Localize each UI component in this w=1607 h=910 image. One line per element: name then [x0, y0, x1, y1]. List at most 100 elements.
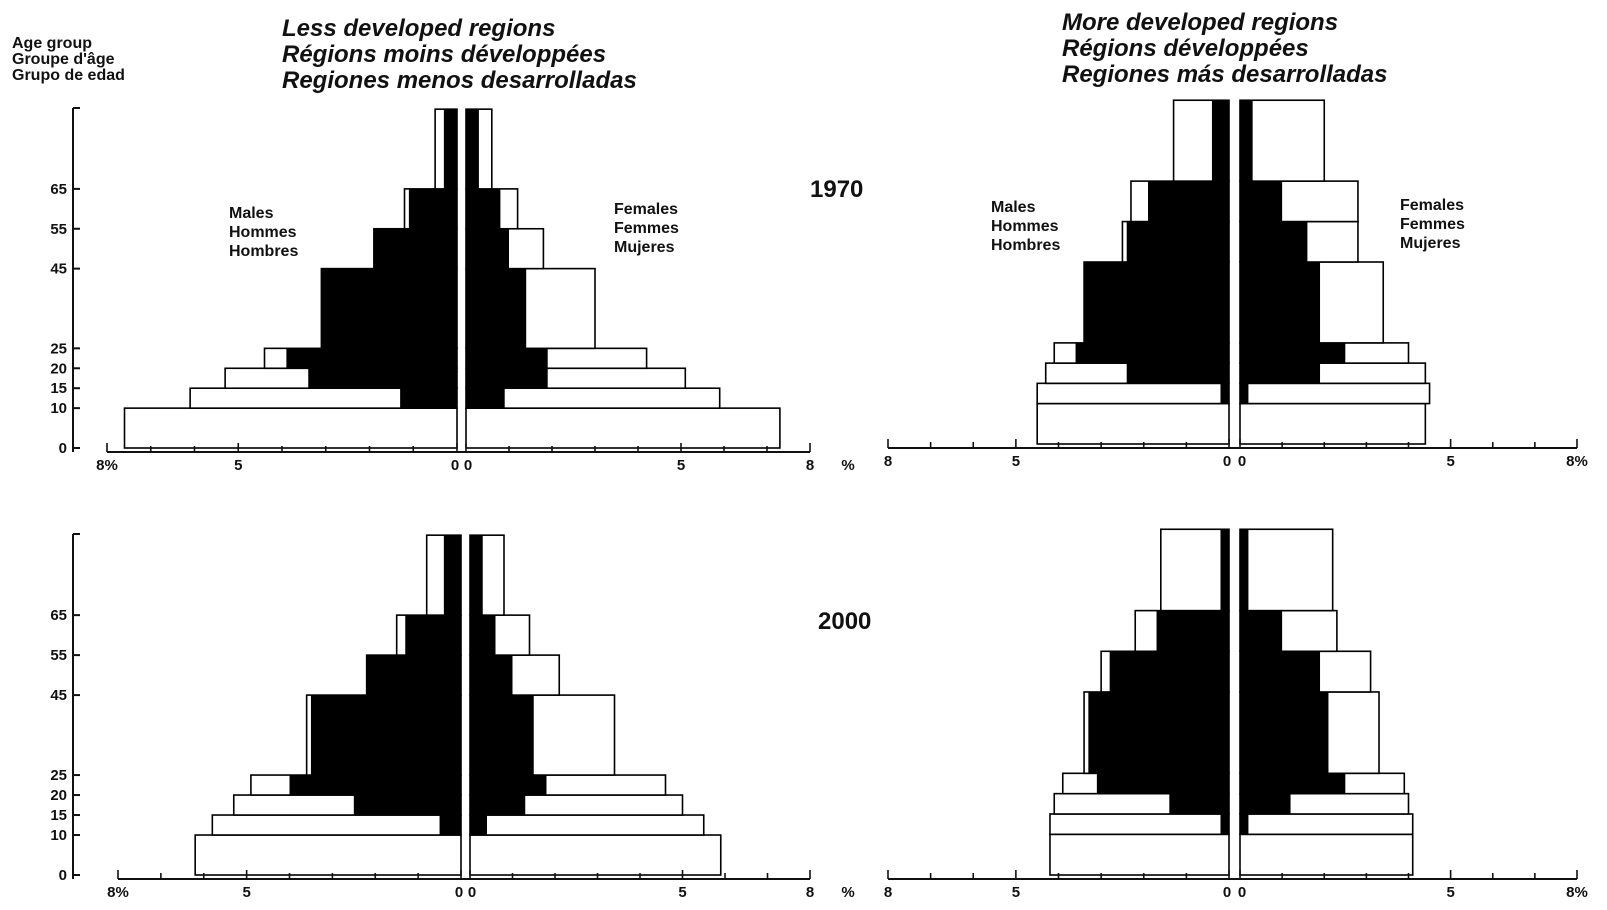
female-bar [469, 834, 722, 876]
age-tick-label: 20 [50, 787, 67, 804]
female-filled-bar [1240, 100, 1253, 182]
age-tick-label: 65 [50, 607, 67, 624]
female-filled-bar [1240, 813, 1249, 835]
male-filled-bar [1126, 221, 1229, 263]
less-developed-title-en: Less developed regions [282, 15, 556, 42]
female-filled-bar [466, 268, 527, 349]
female-filled-bar [466, 188, 501, 229]
x-tick-label: 5 [242, 884, 250, 901]
female-filled-bar [466, 368, 548, 389]
female-filled-bar [1240, 342, 1346, 364]
males-label-more: Males Hommes Hombres [991, 198, 1060, 255]
age-tick-label: 15 [50, 380, 67, 397]
age-tick-label: 45 [50, 261, 67, 278]
less-developed-title-fr: Régions moins développées [282, 41, 607, 68]
female-filled-bar [1240, 363, 1321, 384]
x-tick-label: 8 [884, 884, 892, 901]
male-filled-bar [1109, 651, 1229, 692]
female-filled-bar [470, 795, 526, 816]
male-filled-bar [308, 368, 457, 389]
males-label-en: Males [991, 199, 1036, 216]
less-developed-title-es: Regiones menos desarrolladas [282, 67, 637, 94]
female-filled-bar [1240, 610, 1283, 652]
age-tick-label: 45 [50, 687, 67, 704]
female-filled-bar [1240, 773, 1346, 794]
age-axis-title-en: Age group [12, 35, 92, 52]
male-bar [194, 834, 462, 876]
x-tick-label: 0 [1223, 453, 1231, 470]
male-filled-bar [1096, 773, 1229, 794]
age-tick-label: 25 [50, 767, 67, 784]
age-tick-label: 65 [50, 181, 67, 198]
x-tick-label: 8% [107, 884, 129, 901]
male-filled-bar [373, 228, 457, 269]
female-bar [469, 814, 705, 836]
female-bar [1239, 382, 1431, 405]
x-tick-label: 8% [96, 457, 118, 474]
males-label-fr: Hommes [991, 218, 1059, 235]
female-bar [1239, 528, 1334, 612]
male-bar [1049, 813, 1230, 836]
male-filled-bar [1148, 181, 1229, 222]
female-filled-bar [1240, 221, 1308, 263]
female-filled-bar [1240, 383, 1249, 404]
age-tick-label: 55 [50, 647, 67, 664]
female-filled-bar [470, 775, 547, 796]
male-filled-bar [1084, 262, 1229, 343]
age-axis-title-es: Grupo de edad [12, 67, 125, 84]
male-filled-bar [400, 388, 457, 409]
female-filled-bar [1240, 262, 1321, 343]
x-tick-label: 0 [1223, 884, 1231, 901]
x-unit-label: % [841, 457, 854, 474]
male-bar [1160, 528, 1230, 612]
females-label-less: Females Femmes Mujeres [614, 200, 679, 257]
females-label-fr: Femmes [614, 220, 679, 237]
female-bar [1239, 99, 1326, 182]
female-filled-bar [470, 695, 534, 776]
males-label-es: Hombres [991, 237, 1061, 254]
x-tick-label: 8 [806, 457, 814, 474]
x-tick-label: 0 [455, 884, 463, 901]
female-filled-bar [1240, 691, 1329, 774]
year-label-1970: 1970 [810, 176, 864, 203]
x-tick-label: 8 [884, 453, 892, 470]
male-filled-bar [1211, 100, 1229, 182]
male-filled-bar [1088, 691, 1229, 774]
male-filled-bar [1169, 793, 1229, 814]
female-filled-bar [470, 815, 487, 836]
male-bar [1036, 402, 1230, 445]
female-filled-bar [470, 615, 496, 656]
male-bar [1036, 382, 1230, 405]
male-filled-bar [366, 655, 461, 696]
age-tick-label: 25 [50, 340, 67, 357]
females-label-en: Females [614, 201, 679, 218]
male-filled-bar [289, 775, 461, 796]
female-filled-bar [466, 388, 505, 409]
males-label-es: Hombres [229, 243, 299, 260]
female-filled-bar [1240, 181, 1283, 222]
more-developed-title: More developed regions Régions développé… [1062, 10, 1387, 88]
age-axis-title-fr: Groupe d'âge [12, 51, 115, 68]
male-bar [211, 814, 462, 836]
age-axis-title: Age group Groupe d'âge Grupo de edad [12, 36, 125, 84]
female-filled-bar [1240, 793, 1291, 814]
female-bar [1239, 402, 1427, 445]
male-filled-bar [443, 109, 457, 189]
female-filled-bar [470, 535, 483, 616]
x-tick-label: 8% [1566, 884, 1588, 901]
male-filled-bar [1220, 383, 1229, 404]
x-tick-label: 0 [468, 884, 476, 901]
age-tick-label: 10 [50, 827, 67, 844]
x-tick-label: 5 [1446, 453, 1454, 470]
male-filled-bar [443, 535, 461, 616]
males-label-fr: Hommes [229, 224, 297, 241]
male-filled-bar [286, 348, 457, 369]
x-tick-label: 8 [806, 884, 814, 901]
x-tick-label: 5 [234, 457, 242, 474]
x-tick-label: 0 [464, 457, 472, 474]
x-tick-label: 5 [1446, 884, 1454, 901]
females-label-es: Mujeres [614, 239, 675, 256]
age-tick-label: 20 [50, 360, 67, 377]
male-filled-bar [1156, 610, 1229, 652]
